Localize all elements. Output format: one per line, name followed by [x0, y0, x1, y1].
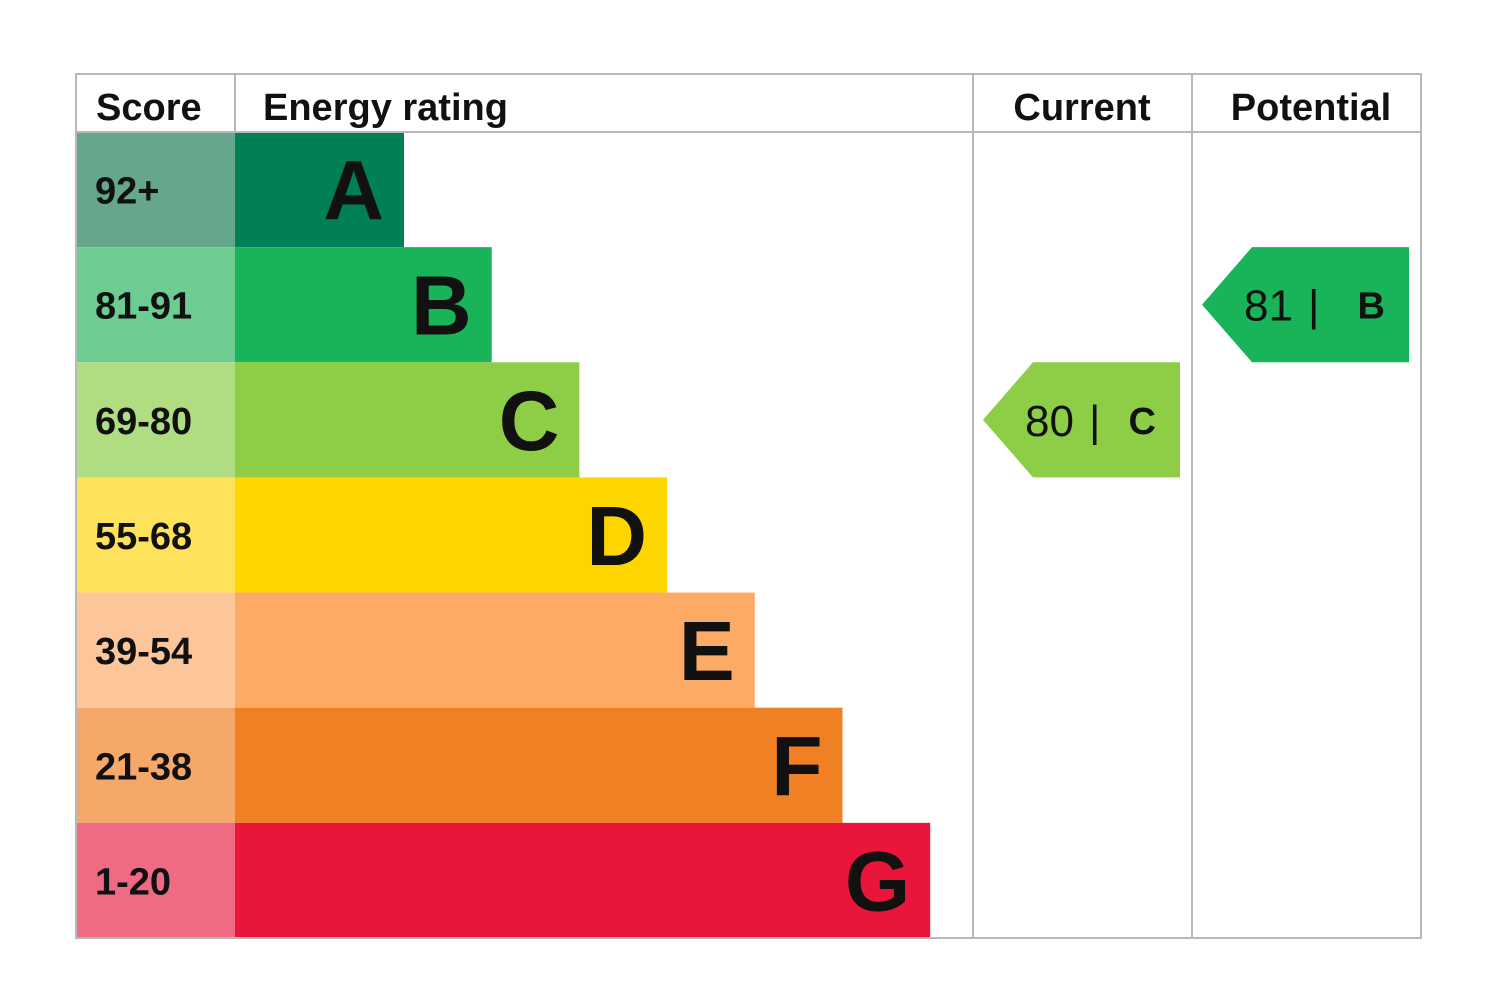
score-range-d: 55-68 [95, 516, 192, 558]
potential-rating-arrow-band: B [1358, 286, 1385, 328]
rating-arrows: 80 | C 81 | B [983, 247, 1409, 478]
potential-rating-arrow-value: 81 [1244, 282, 1293, 331]
current-rating-arrow-band: C [1129, 401, 1156, 443]
potential-rating-arrow-separator: | [1308, 282, 1319, 331]
score-cell-f [76, 707, 235, 823]
rating-bar-e [235, 592, 755, 708]
score-cell-g [76, 822, 235, 938]
table-grid [75, 73, 1422, 939]
score-range-c: 69-80 [95, 401, 192, 443]
current-rating-arrow-shape [983, 362, 1180, 478]
rating-letter-g: G [845, 834, 910, 928]
current-header: Current [1013, 87, 1151, 129]
rating-bars: 92+ A 81-91 B 69-80 C 55-68 D 39-54 E 21-38 F 1-20 G [76, 132, 931, 938]
score-range-b: 81-91 [95, 286, 192, 328]
score-range-a: 92+ [95, 171, 159, 213]
score-cell-a [76, 132, 235, 248]
current-rating-arrow-separator: | [1089, 397, 1100, 446]
potential-header: Potential [1231, 87, 1391, 129]
score-range-f: 21-38 [95, 746, 192, 788]
rating-bar-c [235, 362, 580, 478]
rating-letter-a: A [323, 144, 384, 238]
energy-rating-header: Energy rating [263, 87, 508, 129]
score-header: Score [96, 87, 202, 129]
score-cell-b [76, 247, 235, 363]
potential-rating-arrow-shape [1202, 247, 1409, 363]
score-range-e: 39-54 [95, 631, 192, 673]
rating-bar-a [235, 132, 404, 248]
score-cell-c [76, 362, 235, 478]
rating-bar-f [235, 707, 843, 823]
rating-bar-g [235, 822, 931, 938]
rating-bar-b [235, 247, 492, 363]
score-cell-e [76, 592, 235, 708]
rating-bar-d [235, 477, 668, 593]
rating-letter-b: B [411, 259, 472, 353]
score-cell-d [76, 477, 235, 593]
column-headers: Score Energy rating Current Potential [96, 87, 1391, 129]
score-range-g: 1-20 [95, 861, 171, 903]
rating-letter-f: F [771, 719, 822, 813]
rating-letter-e: E [679, 604, 735, 698]
current-rating-arrow-value: 80 [1025, 397, 1074, 446]
current-rating-arrow: 80 | C [983, 362, 1180, 478]
potential-rating-arrow: 81 | B [1202, 247, 1409, 363]
rating-letter-d: D [586, 489, 647, 583]
rating-letter-c: C [499, 374, 560, 468]
